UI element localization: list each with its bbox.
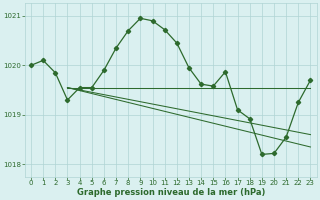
X-axis label: Graphe pression niveau de la mer (hPa): Graphe pression niveau de la mer (hPa): [76, 188, 265, 197]
